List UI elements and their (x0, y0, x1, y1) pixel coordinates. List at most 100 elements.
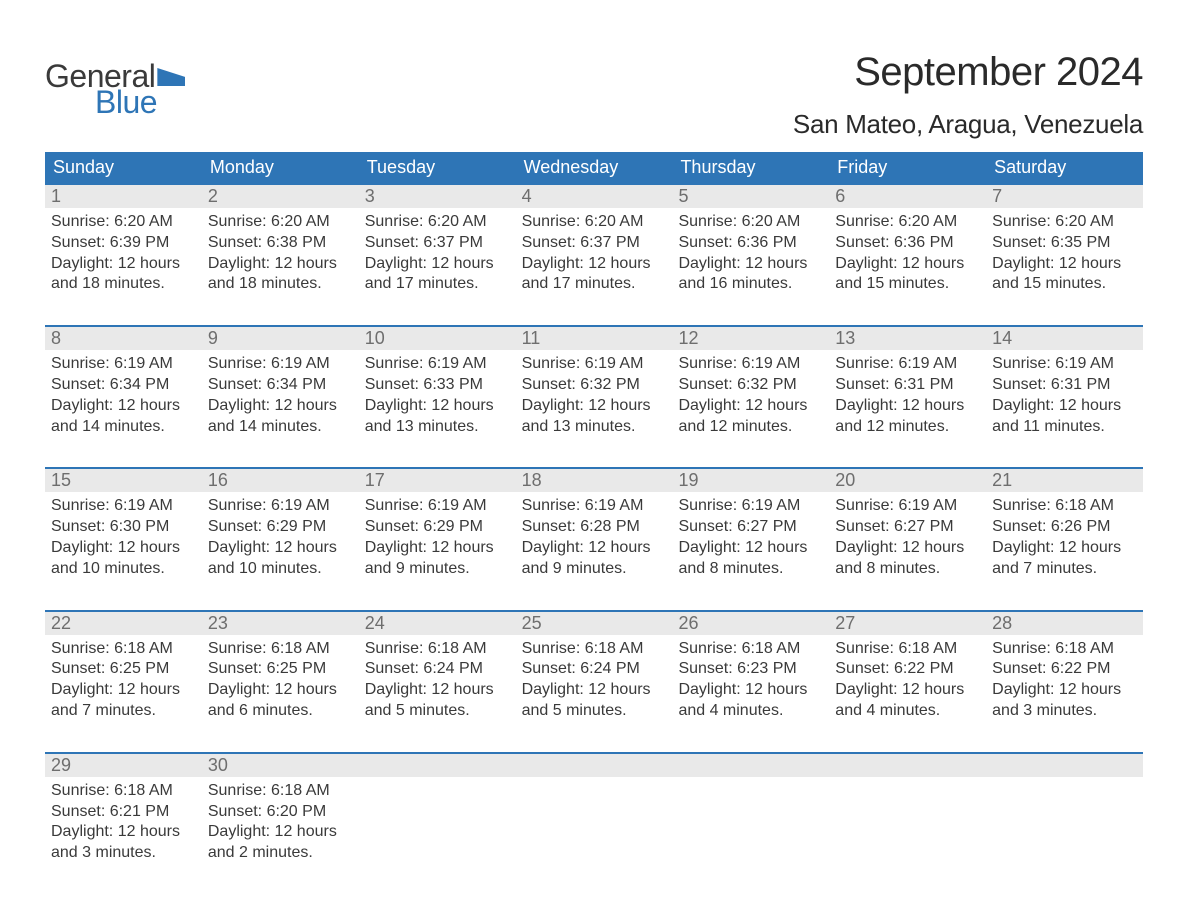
sunset-line: Sunset: 6:24 PM (365, 659, 510, 680)
day-cell: 4Sunrise: 6:20 AMSunset: 6:37 PMDaylight… (516, 185, 673, 297)
daylight-line-1: Daylight: 12 hours (208, 680, 353, 701)
dow-cell: Friday (829, 152, 986, 183)
week-row: 1Sunrise: 6:20 AMSunset: 6:39 PMDaylight… (45, 183, 1143, 297)
day-body: Sunrise: 6:19 AMSunset: 6:29 PMDaylight:… (202, 492, 359, 581)
sunrise-line: Sunrise: 6:19 AM (208, 354, 353, 375)
day-cell: 12Sunrise: 6:19 AMSunset: 6:32 PMDayligh… (672, 327, 829, 439)
calendar-table: SundayMondayTuesdayWednesdayThursdayFrid… (45, 152, 1143, 866)
daylight-line-1: Daylight: 12 hours (992, 254, 1137, 275)
day-cell (672, 754, 829, 866)
daylight-line-2: and 3 minutes. (51, 843, 196, 864)
day-number-bar: 10 (359, 327, 516, 350)
day-body: Sunrise: 6:19 AMSunset: 6:32 PMDaylight:… (516, 350, 673, 439)
logo: General Blue (45, 60, 185, 118)
day-cell: 17Sunrise: 6:19 AMSunset: 6:29 PMDayligh… (359, 469, 516, 581)
flag-icon (157, 68, 185, 86)
sunset-line: Sunset: 6:20 PM (208, 802, 353, 823)
daylight-line-1: Daylight: 12 hours (365, 396, 510, 417)
day-body: Sunrise: 6:20 AMSunset: 6:39 PMDaylight:… (45, 208, 202, 297)
day-number: 26 (678, 613, 698, 633)
day-number: 1 (51, 186, 61, 206)
sunrise-line: Sunrise: 6:20 AM (992, 212, 1137, 233)
day-body: Sunrise: 6:19 AMSunset: 6:33 PMDaylight:… (359, 350, 516, 439)
day-body: Sunrise: 6:19 AMSunset: 6:28 PMDaylight:… (516, 492, 673, 581)
week-row: 15Sunrise: 6:19 AMSunset: 6:30 PMDayligh… (45, 467, 1143, 581)
day-number-bar: 6 (829, 185, 986, 208)
daylight-line-1: Daylight: 12 hours (678, 538, 823, 559)
daylight-line-1: Daylight: 12 hours (835, 396, 980, 417)
day-number: 6 (835, 186, 845, 206)
daylight-line-2: and 14 minutes. (51, 417, 196, 438)
day-number: 21 (992, 470, 1012, 490)
dow-cell: Wednesday (516, 152, 673, 183)
day-cell: 16Sunrise: 6:19 AMSunset: 6:29 PMDayligh… (202, 469, 359, 581)
day-number: 22 (51, 613, 71, 633)
day-number-bar: 19 (672, 469, 829, 492)
logo-word-blue: Blue (95, 86, 185, 118)
day-body: Sunrise: 6:19 AMSunset: 6:34 PMDaylight:… (202, 350, 359, 439)
day-cell: 23Sunrise: 6:18 AMSunset: 6:25 PMDayligh… (202, 612, 359, 724)
day-cell: 10Sunrise: 6:19 AMSunset: 6:33 PMDayligh… (359, 327, 516, 439)
day-number: 2 (208, 186, 218, 206)
sunset-line: Sunset: 6:34 PM (208, 375, 353, 396)
daylight-line-1: Daylight: 12 hours (365, 680, 510, 701)
daylight-line-2: and 5 minutes. (365, 701, 510, 722)
day-cell: 26Sunrise: 6:18 AMSunset: 6:23 PMDayligh… (672, 612, 829, 724)
daylight-line-2: and 10 minutes. (208, 559, 353, 580)
sunset-line: Sunset: 6:36 PM (835, 233, 980, 254)
daylight-line-1: Daylight: 12 hours (522, 254, 667, 275)
day-number-bar: 14 (986, 327, 1143, 350)
sunset-line: Sunset: 6:37 PM (522, 233, 667, 254)
daylight-line-2: and 11 minutes. (992, 417, 1137, 438)
sunrise-line: Sunrise: 6:20 AM (365, 212, 510, 233)
daylight-line-1: Daylight: 12 hours (992, 538, 1137, 559)
sunset-line: Sunset: 6:38 PM (208, 233, 353, 254)
daylight-line-1: Daylight: 12 hours (208, 254, 353, 275)
day-number: 30 (208, 755, 228, 775)
sunrise-line: Sunrise: 6:19 AM (365, 496, 510, 517)
daylight-line-2: and 9 minutes. (365, 559, 510, 580)
header: General Blue September 2024 San Mateo, A… (45, 50, 1143, 140)
day-cell: 22Sunrise: 6:18 AMSunset: 6:25 PMDayligh… (45, 612, 202, 724)
daylight-line-1: Daylight: 12 hours (51, 680, 196, 701)
daylight-line-2: and 14 minutes. (208, 417, 353, 438)
daylight-line-1: Daylight: 12 hours (51, 538, 196, 559)
sunset-line: Sunset: 6:22 PM (992, 659, 1137, 680)
day-number: 27 (835, 613, 855, 633)
day-number-bar: 11 (516, 327, 673, 350)
day-number-bar (829, 754, 986, 777)
daylight-line-1: Daylight: 12 hours (522, 680, 667, 701)
location-subtitle: San Mateo, Aragua, Venezuela (793, 109, 1143, 140)
day-number: 9 (208, 328, 218, 348)
day-body: Sunrise: 6:20 AMSunset: 6:36 PMDaylight:… (829, 208, 986, 297)
day-cell (829, 754, 986, 866)
day-body: Sunrise: 6:18 AMSunset: 6:24 PMDaylight:… (516, 635, 673, 724)
daylight-line-1: Daylight: 12 hours (835, 538, 980, 559)
day-cell: 3Sunrise: 6:20 AMSunset: 6:37 PMDaylight… (359, 185, 516, 297)
week-spacer (45, 724, 1143, 752)
month-title: September 2024 (793, 50, 1143, 95)
sunrise-line: Sunrise: 6:18 AM (51, 639, 196, 660)
day-number: 18 (522, 470, 542, 490)
daylight-line-1: Daylight: 12 hours (208, 822, 353, 843)
day-number-bar: 15 (45, 469, 202, 492)
daylight-line-2: and 12 minutes. (835, 417, 980, 438)
day-cell: 13Sunrise: 6:19 AMSunset: 6:31 PMDayligh… (829, 327, 986, 439)
day-number-bar: 27 (829, 612, 986, 635)
sunset-line: Sunset: 6:23 PM (678, 659, 823, 680)
day-number-bar: 12 (672, 327, 829, 350)
day-number-bar: 5 (672, 185, 829, 208)
sunset-line: Sunset: 6:31 PM (992, 375, 1137, 396)
day-body: Sunrise: 6:18 AMSunset: 6:22 PMDaylight:… (986, 635, 1143, 724)
day-number: 16 (208, 470, 228, 490)
sunrise-line: Sunrise: 6:20 AM (678, 212, 823, 233)
sunrise-line: Sunrise: 6:19 AM (51, 354, 196, 375)
day-cell: 2Sunrise: 6:20 AMSunset: 6:38 PMDaylight… (202, 185, 359, 297)
day-body: Sunrise: 6:18 AMSunset: 6:25 PMDaylight:… (202, 635, 359, 724)
daylight-line-2: and 16 minutes. (678, 274, 823, 295)
day-cell: 27Sunrise: 6:18 AMSunset: 6:22 PMDayligh… (829, 612, 986, 724)
day-body: Sunrise: 6:18 AMSunset: 6:23 PMDaylight:… (672, 635, 829, 724)
daylight-line-2: and 10 minutes. (51, 559, 196, 580)
day-number-bar (516, 754, 673, 777)
day-cell: 28Sunrise: 6:18 AMSunset: 6:22 PMDayligh… (986, 612, 1143, 724)
